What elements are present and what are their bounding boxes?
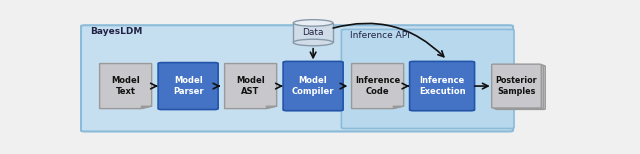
Polygon shape [100, 64, 152, 109]
FancyBboxPatch shape [492, 64, 541, 108]
Text: Model
Compiler: Model Compiler [292, 76, 334, 96]
Ellipse shape [293, 20, 333, 26]
FancyBboxPatch shape [341, 29, 514, 129]
FancyBboxPatch shape [410, 61, 475, 111]
FancyBboxPatch shape [81, 25, 513, 132]
Text: Model
Parser: Model Parser [173, 76, 204, 96]
Polygon shape [351, 64, 404, 109]
Polygon shape [266, 106, 276, 109]
FancyBboxPatch shape [493, 65, 543, 109]
FancyBboxPatch shape [495, 66, 545, 109]
Text: Posterior
Samples: Posterior Samples [495, 76, 538, 96]
Bar [293, 23, 333, 43]
Ellipse shape [293, 39, 333, 46]
Text: Inference
Code: Inference Code [355, 76, 400, 96]
FancyBboxPatch shape [158, 63, 218, 109]
Text: Inference
Execution: Inference Execution [419, 76, 465, 96]
Polygon shape [141, 106, 152, 109]
Text: Model
AST: Model AST [236, 76, 265, 96]
Text: Data: Data [302, 28, 324, 37]
Text: BayesLDM: BayesLDM [90, 27, 142, 36]
Polygon shape [393, 106, 404, 109]
FancyBboxPatch shape [283, 61, 343, 111]
Text: Inference API: Inference API [350, 31, 410, 40]
Polygon shape [225, 64, 276, 109]
Text: Model
Text: Model Text [111, 76, 140, 96]
